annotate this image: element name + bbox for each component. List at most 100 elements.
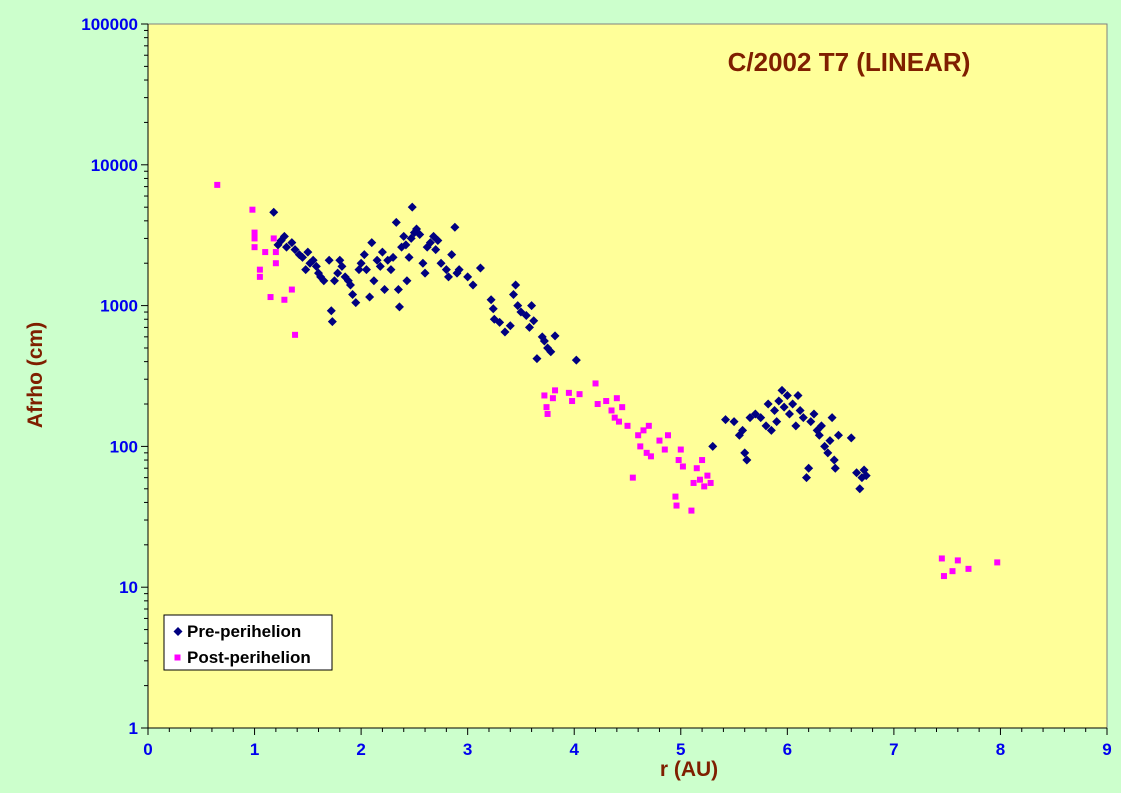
pre-perihelion-point	[766, 425, 776, 435]
pre-perihelion-point	[443, 272, 453, 282]
post-perihelion-point	[565, 389, 572, 396]
pre-perihelion-point	[761, 421, 771, 431]
post-perihelion-point	[541, 392, 548, 399]
pre-perihelion-point	[788, 399, 798, 409]
pre-perihelion-point	[745, 413, 755, 423]
pre-perihelion-point	[441, 265, 451, 275]
y-tick-label: 100000	[81, 15, 138, 34]
pre-perihelion-point	[806, 417, 816, 427]
post-perihelion-point	[664, 432, 671, 439]
post-perihelion-point	[672, 493, 679, 500]
y-tick-label: 1000	[100, 297, 138, 316]
pre-perihelion-point	[329, 276, 339, 286]
pre-perihelion-point	[401, 240, 411, 250]
pre-perihelion-point	[825, 436, 835, 446]
pre-perihelion-point	[772, 417, 782, 427]
post-perihelion-point	[640, 427, 647, 434]
pre-perihelion-point	[399, 231, 409, 241]
pre-perihelion-point	[287, 238, 297, 248]
pre-perihelion-point	[791, 421, 801, 431]
post-perihelion-point	[675, 457, 682, 464]
pre-perihelion-point	[861, 471, 871, 481]
post-perihelion-point	[940, 573, 947, 580]
pre-perihelion-point	[402, 276, 412, 286]
post-perihelion-point	[656, 437, 663, 444]
post-perihelion-point	[613, 395, 620, 402]
post-perihelion-point	[645, 422, 652, 429]
pre-perihelion-point	[513, 301, 523, 311]
pre-perihelion-point	[740, 448, 750, 458]
x-tick-label: 5	[676, 740, 685, 759]
post-perihelion-point	[938, 555, 945, 562]
pre-perihelion-point	[793, 390, 803, 400]
pre-perihelion-point	[795, 405, 805, 415]
pre-perihelion-point	[450, 222, 460, 232]
post-perihelion-point	[624, 422, 631, 429]
pre-perihelion-point	[393, 285, 403, 295]
post-perihelion-point	[696, 476, 703, 483]
x-tick-label: 8	[996, 740, 1005, 759]
pre-perihelion-point	[855, 484, 865, 494]
pre-perihelion-point	[367, 238, 377, 248]
pre-perihelion-point	[550, 331, 560, 341]
post-perihelion-point	[643, 449, 650, 456]
pre-perihelion-point	[290, 245, 300, 255]
pre-perihelion-point	[820, 441, 830, 451]
x-tick-label: 9	[1102, 740, 1111, 759]
pre-perihelion-point	[269, 207, 279, 217]
pre-perihelion-point	[532, 354, 542, 364]
pre-perihelion-point	[524, 322, 534, 332]
pre-perihelion-point	[721, 415, 731, 425]
pre-perihelion-point	[827, 413, 837, 423]
post-perihelion-point	[288, 286, 295, 293]
post-perihelion-point	[661, 446, 668, 453]
data-points	[214, 181, 1001, 580]
pre-perihelion-point	[348, 289, 358, 299]
post-perihelion-point	[543, 404, 550, 411]
pre-perihelion-point	[486, 295, 496, 305]
pre-perihelion-point	[372, 255, 382, 265]
pre-perihelion-point	[539, 336, 549, 346]
x-tick-label: 3	[463, 740, 472, 759]
pre-perihelion-point	[777, 385, 787, 395]
pre-perihelion-point	[527, 301, 537, 311]
pre-perihelion-point	[505, 321, 515, 331]
pre-perihelion-point	[394, 302, 404, 312]
pre-perihelion-point	[829, 455, 839, 465]
chart-title: C/2002 T7 (LINEAR)	[728, 47, 971, 77]
post-perihelion-point	[701, 483, 708, 490]
pre-perihelion-point	[279, 231, 289, 241]
pre-perihelion-point	[750, 409, 760, 419]
pre-perihelion-point	[756, 413, 766, 423]
post-perihelion-point	[704, 472, 711, 479]
post-perihelion-point	[251, 235, 258, 242]
post-perihelion-point	[267, 294, 274, 301]
pre-perihelion-point	[816, 421, 826, 431]
post-perihelion-point	[603, 398, 610, 405]
post-perihelion-point	[256, 266, 263, 273]
pre-perihelion-point	[463, 272, 473, 282]
post-perihelion-point	[608, 407, 615, 414]
pre-perihelion-point	[345, 280, 355, 290]
pre-perihelion-point	[770, 405, 780, 415]
pre-perihelion-point	[365, 292, 375, 302]
pre-perihelion-point	[830, 463, 840, 473]
pre-perihelion-point	[361, 265, 371, 275]
legend-marker-post	[174, 654, 181, 661]
post-perihelion-point	[673, 502, 680, 509]
pre-perihelion-point	[433, 235, 443, 245]
pre-perihelion-point	[508, 289, 518, 299]
pre-perihelion-point	[303, 247, 313, 257]
pre-perihelion-point	[298, 252, 308, 262]
pre-perihelion-point	[546, 347, 556, 357]
legend-marker-pre	[173, 627, 183, 636]
y-tick-label: 10	[119, 578, 138, 597]
pre-perihelion-point	[377, 247, 387, 257]
pre-perihelion-point	[418, 258, 428, 268]
post-perihelion-point	[576, 391, 583, 398]
pre-perihelion-point	[833, 430, 843, 440]
post-perihelion-point	[214, 181, 221, 188]
pre-perihelion-point	[326, 306, 336, 316]
pre-perihelion-point	[454, 265, 464, 275]
post-perihelion-point	[954, 557, 961, 564]
